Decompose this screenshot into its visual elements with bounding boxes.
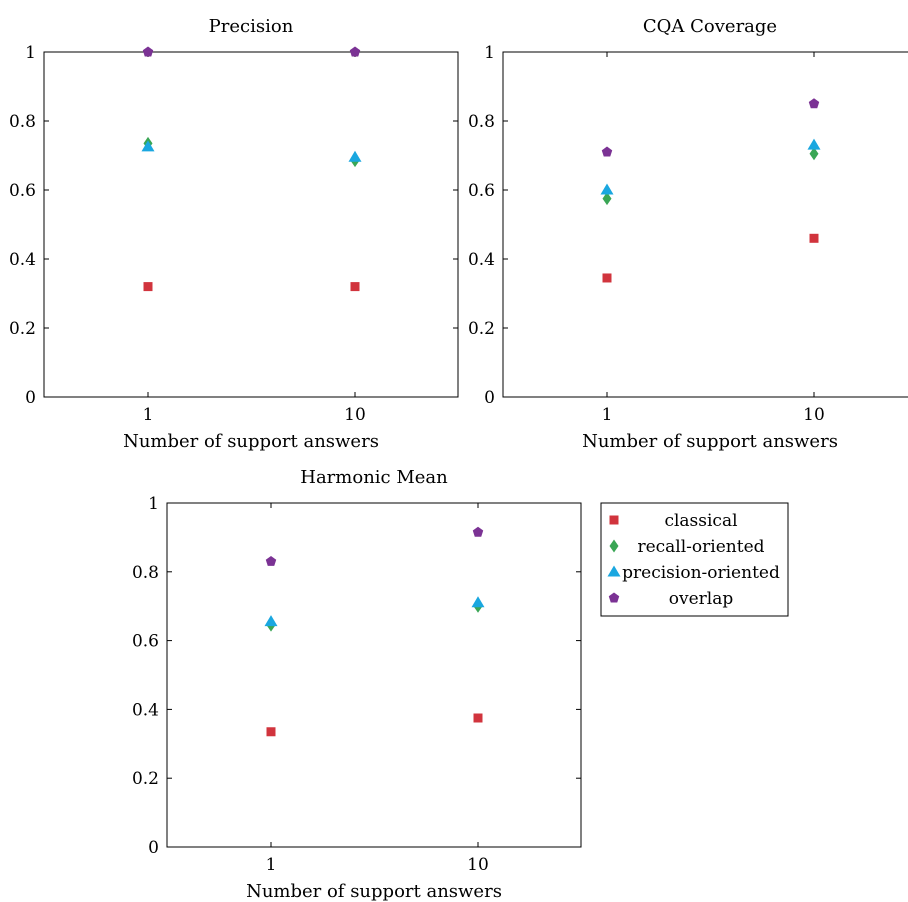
y-tick-label: 0.2 — [9, 319, 36, 339]
data-point-classical — [473, 713, 483, 723]
data-point-precision-oriented — [600, 183, 614, 195]
data-point-overlap — [265, 555, 277, 566]
data-point-overlap — [142, 46, 154, 57]
x-axis-label: Number of support answers — [246, 881, 502, 902]
chart-panel-3: Harmonic Mean 0 0.2 0.4 0.6 0.8 1 1 10 Number of … — [132, 467, 582, 902]
data-point-classical — [809, 233, 819, 243]
data-point-precision-oriented — [141, 140, 155, 152]
data-point-overlap — [601, 146, 613, 157]
chart-title: Harmonic Mean — [300, 467, 448, 488]
x-axis-label: Number of support answers — [123, 431, 379, 452]
y-tick-label: 0.4 — [468, 250, 495, 270]
data-point-precision-oriented — [471, 596, 485, 608]
x-tick-label: 10 — [803, 405, 825, 425]
data-point-classical — [266, 727, 276, 737]
axes-frame — [502, 51, 908, 398]
data-point-precision-oriented — [264, 615, 278, 627]
chart-title: CQA Coverage — [643, 16, 777, 37]
chart-panel-2: CQA Coverage 0 0.2 0.4 0.6 0.8 1 1 10 Number of s… — [468, 16, 908, 452]
y-tick-label: 0.6 — [132, 632, 159, 652]
legend-label: precision-oriented — [622, 563, 780, 583]
x-axis-label: Number of support answers — [582, 431, 838, 452]
axes-frame — [43, 51, 459, 398]
y-tick-label: 0.2 — [468, 319, 495, 339]
data-point-classical — [602, 273, 612, 283]
data-point-recall-oriented — [602, 192, 612, 206]
y-tick-label: 0 — [148, 838, 159, 858]
legend-label: classical — [664, 511, 737, 531]
y-tick-label: 1 — [25, 43, 36, 63]
y-tick-label: 0.6 — [468, 181, 495, 201]
data-point-classical — [143, 282, 153, 292]
axes-frame — [166, 502, 582, 848]
y-tick-label: 0 — [25, 388, 36, 408]
data-point-overlap — [808, 98, 820, 109]
y-tick-label: 0.8 — [9, 112, 36, 132]
chart-title: Precision — [209, 16, 294, 37]
legend-marker-precision-oriented — [607, 565, 621, 577]
y-tick-label: 0 — [484, 388, 495, 408]
data-point-overlap — [472, 526, 484, 537]
x-tick-label: 1 — [143, 405, 154, 425]
x-tick-label: 10 — [344, 405, 366, 425]
data-point-precision-oriented — [807, 138, 821, 150]
y-tick-label: 0.6 — [9, 181, 36, 201]
legend: classical recall-oriented precision-orient… — [600, 502, 789, 617]
legend-marker-overlap — [608, 592, 620, 603]
x-tick-label: 10 — [467, 855, 489, 875]
y-tick-label: 0.8 — [468, 112, 495, 132]
y-tick-label: 1 — [148, 494, 159, 514]
legend-label: overlap — [669, 589, 734, 609]
data-point-recall-oriented — [809, 147, 819, 161]
legend-frame — [600, 502, 789, 617]
y-tick-label: 1 — [484, 43, 495, 63]
y-tick-label: 0.4 — [9, 250, 36, 270]
y-tick-label: 0.4 — [132, 700, 159, 720]
chart-panel-1: Precision 0 0.2 0.4 0.6 0.8 1 1 10 Number of supp… — [9, 16, 459, 452]
y-tick-label: 0.8 — [132, 563, 159, 583]
legend-marker-recall-oriented — [609, 539, 619, 553]
x-tick-label: 1 — [266, 855, 277, 875]
data-point-overlap — [349, 46, 361, 57]
data-point-precision-oriented — [348, 150, 362, 162]
data-point-classical — [350, 282, 360, 292]
legend-marker-classical — [609, 515, 619, 525]
legend-label: recall-oriented — [637, 537, 764, 557]
x-tick-label: 1 — [602, 405, 613, 425]
y-tick-label: 0.2 — [132, 769, 159, 789]
